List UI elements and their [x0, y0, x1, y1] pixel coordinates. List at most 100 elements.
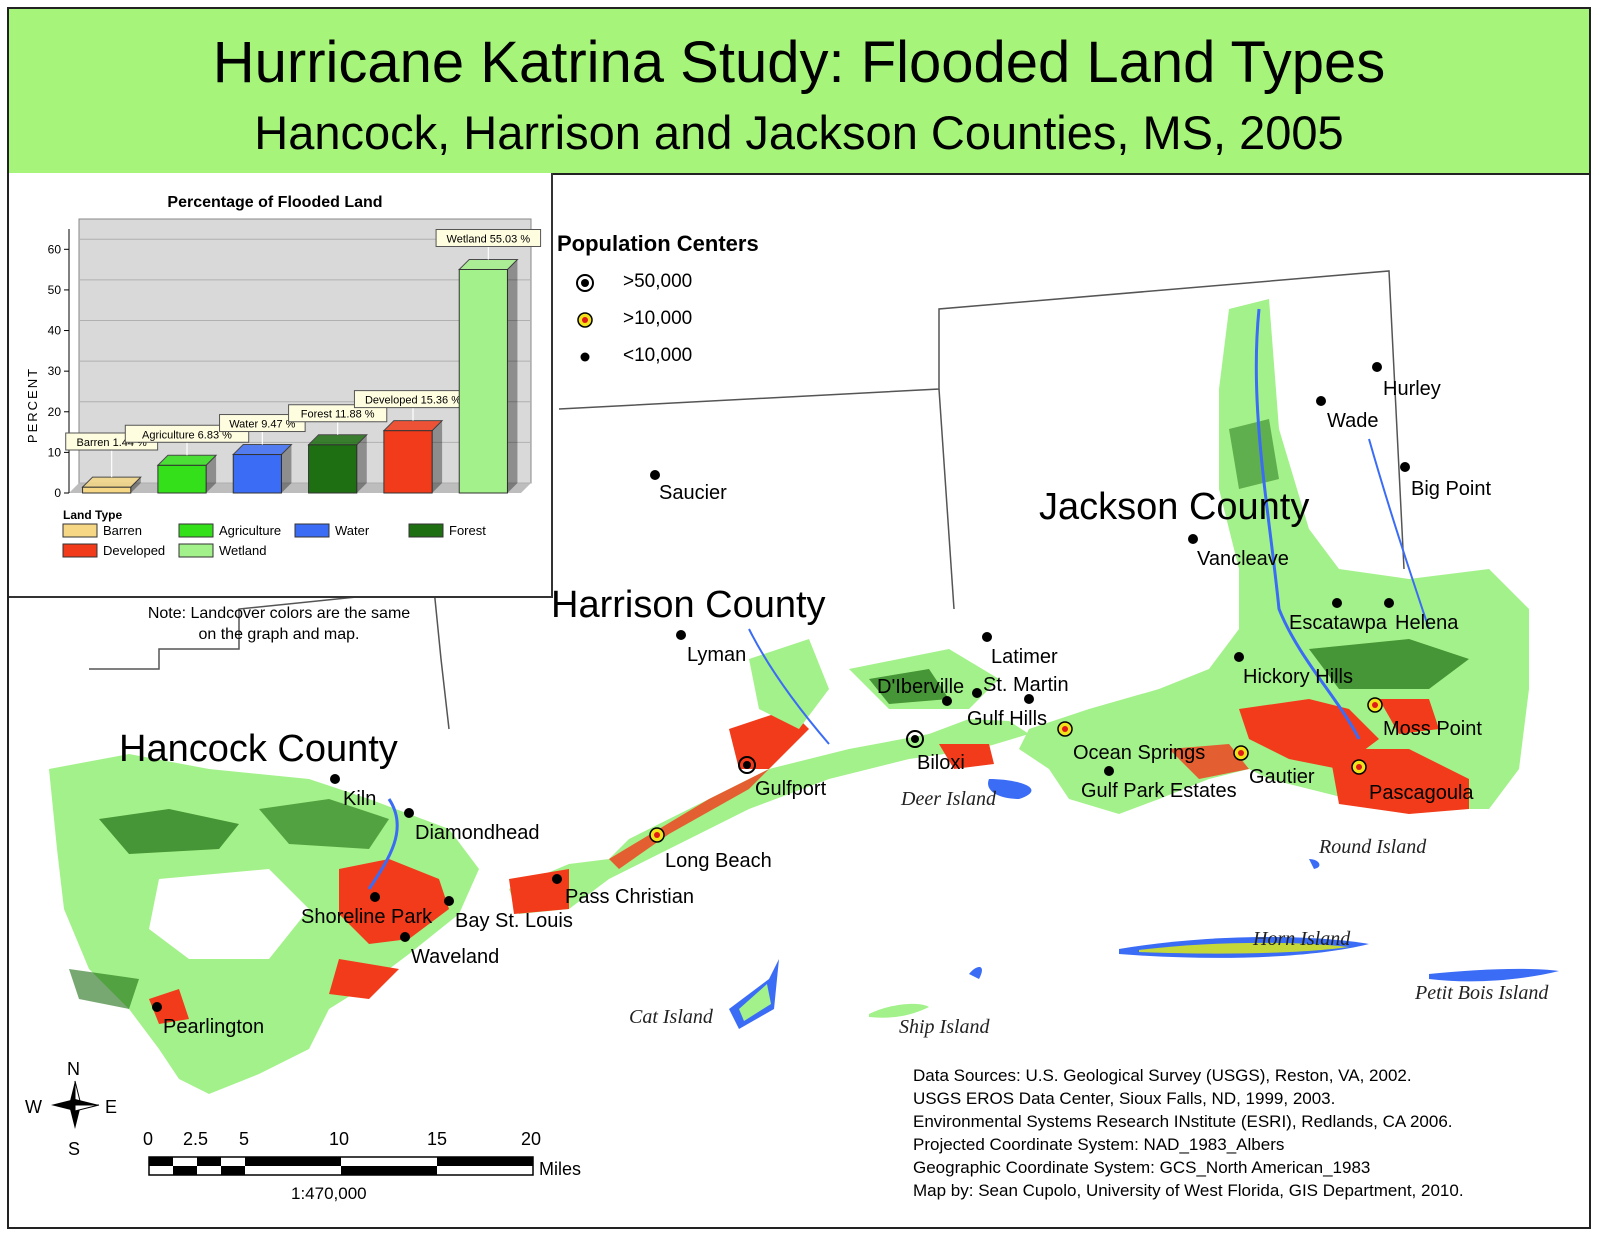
label-saucier: Saucier — [659, 482, 727, 504]
place-labels: Saucier Lyman Kiln Diamondhead Shoreline… — [163, 378, 1491, 1038]
map-canvas: Hancock County Harrison County Jackson C… — [25, 270, 1559, 1203]
map-title: Hurricane Katrina Study: Flooded Land Ty… — [212, 30, 1386, 95]
chart-bar-developed — [382, 420, 444, 494]
svg-text:Barren: Barren — [103, 523, 142, 538]
landcover-note: Note: Landcover colors are the same on t… — [79, 603, 479, 645]
compass-s: S — [68, 1139, 80, 1159]
chart-bar-water — [232, 444, 293, 494]
svg-text:Developed: Developed — [103, 543, 165, 558]
scale-tick-2-5: 2.5 — [183, 1129, 208, 1149]
jackson-landcover — [1019, 299, 1529, 814]
chart-data-label: Developed 15.36 % — [365, 395, 461, 407]
svg-text:Forest: Forest — [449, 523, 486, 538]
chart-ytick-label: 30 — [48, 364, 62, 378]
chart-data-label-box — [219, 414, 306, 433]
chart-legend-title: Land Type — [63, 508, 122, 522]
source-line-5: Geographic Coordinate System: GCS_North … — [913, 1158, 1371, 1177]
scale-tick-5: 5 — [239, 1129, 249, 1149]
label-diberville: D'Iberville — [877, 676, 964, 698]
barrier-islands — [729, 779, 1559, 1029]
label-st-martin: St. Martin — [983, 674, 1069, 696]
source-line-1: Data Sources: U.S. Geological Survey (US… — [913, 1066, 1412, 1085]
symbol-medium-cities — [649, 697, 1383, 843]
compass-w: W — [25, 1097, 42, 1117]
note-line-2: on the graph and map. — [198, 626, 360, 643]
label-hurley: Hurley — [1383, 378, 1441, 400]
chart-ytick-label: 40 — [48, 324, 62, 338]
county-boundaries — [89, 270, 1405, 730]
source-line-4: Projected Coordinate System: NAD_1983_Al… — [913, 1135, 1285, 1154]
chart-bar-wetland — [458, 258, 519, 494]
label-cat-island: Cat Island — [629, 1006, 714, 1028]
harrison-county-label: Harrison County — [551, 584, 826, 626]
chart-data-label-box — [124, 424, 250, 443]
label-helena: Helena — [1395, 612, 1459, 634]
chart-ytick-label: 0 — [54, 486, 61, 500]
label-ship-island: Ship Island — [899, 1016, 991, 1038]
label-gulf-park-estates: Gulf Park Estates — [1081, 780, 1237, 802]
population-legend-small-label: <10,000 — [623, 345, 693, 366]
label-gulfport: Gulfport — [755, 778, 827, 800]
symbol-large-cities — [738, 730, 924, 774]
label-big-point: Big Point — [1411, 478, 1491, 500]
scale-tick-20: 20 — [521, 1129, 541, 1149]
chart-data-label-box — [435, 228, 542, 247]
label-escatawpa: Escatawpa — [1289, 612, 1388, 634]
label-gulf-hills: Gulf Hills — [967, 708, 1047, 730]
chart-ylabel: PERCENT — [25, 367, 40, 443]
compass-n: N — [67, 1059, 80, 1079]
label-vancleave: Vancleave — [1197, 548, 1289, 570]
data-sources: Data Sources: U.S. Geological Survey (US… — [913, 1064, 1464, 1202]
source-line-2: USGS EROS Data Center, Sioux Falls, ND, … — [913, 1089, 1336, 1108]
svg-text:Wetland: Wetland — [219, 543, 266, 558]
scale-tick-15: 15 — [427, 1129, 447, 1149]
chart-bar-barren — [81, 476, 142, 494]
svg-text:Water: Water — [335, 523, 370, 538]
chart-data-label: Water 9.47 % — [229, 419, 295, 431]
label-shoreline-park: Shoreline Park — [301, 906, 433, 928]
hancock-county-label: Hancock County — [119, 728, 398, 770]
chart-data-label-box — [288, 404, 388, 423]
scale-tick-0: 0 — [143, 1129, 153, 1149]
population-legend-medium-label: >10,000 — [623, 308, 693, 329]
label-horn-island: Horn Island — [1252, 928, 1351, 950]
chart-legend-item-agriculture: Agriculture — [178, 523, 281, 538]
compass-rose: N S E W — [25, 1059, 117, 1159]
svg-text:Agriculture: Agriculture — [219, 523, 281, 538]
chart-bar-forest — [307, 434, 368, 494]
label-long-beach: Long Beach — [665, 850, 772, 872]
scale-tick-10: 10 — [329, 1129, 349, 1149]
chart-ytick-label: 50 — [48, 283, 62, 297]
chart-ytick-label: 20 — [48, 405, 62, 419]
chart-legend: Barren Agriculture Water Forest Developed Wet… — [62, 523, 486, 558]
label-petit-bois-island: Petit Bois Island — [1414, 982, 1549, 1004]
map-subtitle: Hancock, Harrison and Jackson Counties, … — [254, 106, 1344, 159]
chart-title: Percentage of Flooded Land — [167, 194, 382, 211]
label-kiln: Kiln — [343, 788, 376, 810]
label-bay-st-louis: Bay St. Louis — [455, 910, 573, 932]
map-layout: Hancock County Harrison County Jackson C… — [7, 7, 1591, 1229]
title-banner: Hurricane Katrina Study: Flooded Land Ty… — [9, 9, 1589, 175]
source-line-3: Environmental Systems Research INstitute… — [913, 1112, 1453, 1131]
label-round-island: Round Island — [1318, 836, 1427, 858]
chart-inset: Percentage of Flooded Land PERCENT 0 10 20… — [9, 173, 553, 598]
chart-ytick-label: 60 — [48, 242, 62, 256]
label-wade: Wade — [1327, 410, 1379, 432]
population-legend-title: Population Centers — [557, 231, 759, 256]
chart-data-label: Forest 11.88 % — [301, 409, 375, 421]
compass-e: E — [105, 1097, 117, 1117]
label-deer-island: Deer Island — [900, 788, 997, 810]
chart-data-label: Wetland 55.03 % — [447, 233, 531, 245]
label-gautier: Gautier — [1249, 766, 1315, 788]
chart-legend-item-forest: Forest — [408, 523, 486, 538]
label-waveland: Waveland — [411, 946, 499, 968]
label-moss-point: Moss Point — [1383, 718, 1482, 740]
harrison-landcover — [509, 628, 1029, 914]
label-ocean-springs: Ocean Springs — [1073, 742, 1205, 764]
label-pearlington: Pearlington — [163, 1016, 264, 1038]
chart-data-label: Agriculture 6.83 % — [142, 429, 232, 441]
chart-legend-item-wetland: Wetland — [178, 543, 266, 558]
label-pascagoula: Pascagoula — [1369, 782, 1474, 804]
population-legend-large-label: >50,000 — [623, 271, 693, 292]
